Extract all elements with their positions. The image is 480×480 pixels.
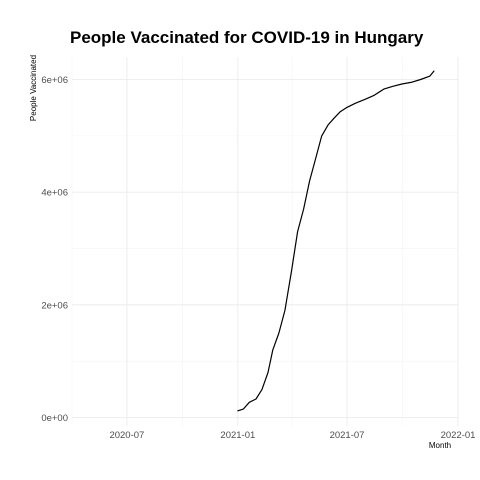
series-line-0 [237,70,435,412]
y-tick-label: 4e+06 [41,188,68,199]
x-tick-label: 2020-07 [109,430,144,441]
x-tick-label: 2021-01 [220,430,255,441]
y-axis-label: People Vaccinated [29,55,38,121]
y-tick-label: 2e+06 [41,300,68,311]
x-tick-labels: 2020-07 2021-01 2021-07 2022-01 [109,430,475,441]
x-axis-label: Month [429,441,451,450]
series-layer [237,70,435,412]
grid [71,57,459,426]
y-tick-labels: 0e+00 2e+06 4e+06 6e+06 [41,75,68,424]
x-tick-label: 2021-07 [330,430,365,441]
x-tick-label: 2022-01 [441,430,476,441]
chart-title: People Vaccinated for COVID-19 in Hungar… [70,28,424,47]
y-tick-label: 0e+00 [41,413,68,424]
y-tick-label: 6e+06 [41,75,68,86]
